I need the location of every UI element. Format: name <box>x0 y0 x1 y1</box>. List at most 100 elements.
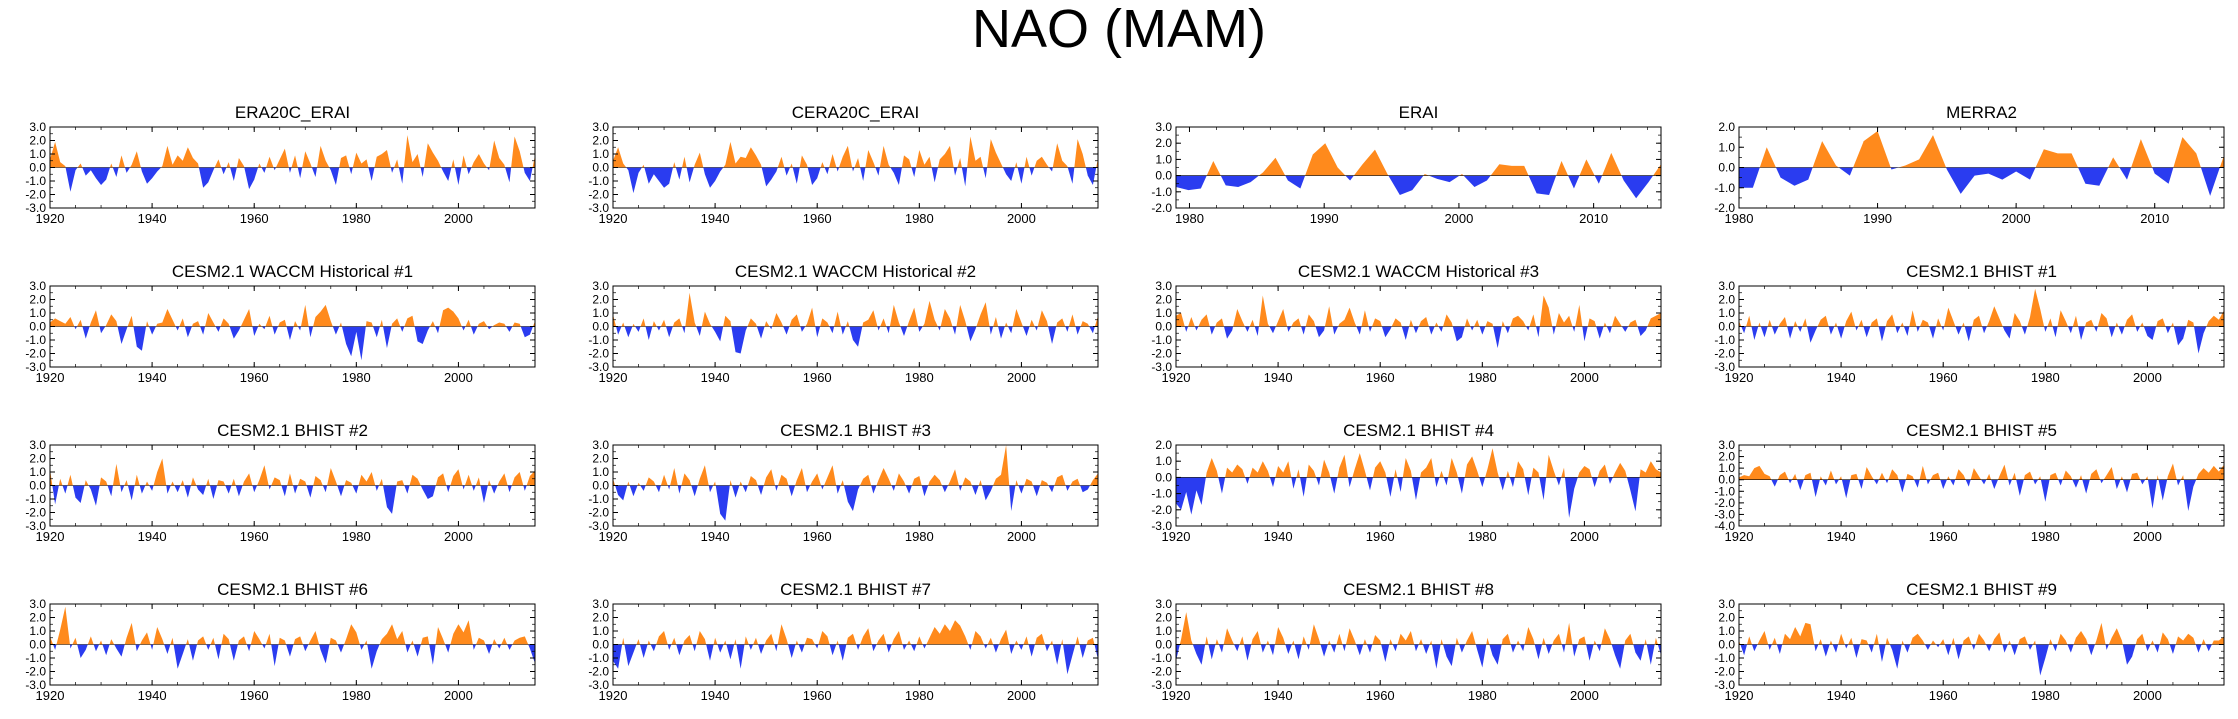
positive-area <box>622 637 625 645</box>
negative-area <box>1028 644 1035 657</box>
negative-area <box>1194 326 1199 331</box>
positive-area <box>1541 637 1546 645</box>
positive-area <box>1575 304 1583 327</box>
positive-area <box>1975 633 1986 645</box>
positive-area <box>1052 143 1068 168</box>
y-tick-label: -3.0 <box>1151 519 1172 533</box>
positive-area <box>1301 636 1307 645</box>
positive-area <box>404 315 415 327</box>
negative-area <box>2145 644 2151 652</box>
positive-area <box>713 481 716 486</box>
x-tick-label: 1960 <box>240 370 269 385</box>
positive-area <box>1565 622 1573 645</box>
positive-area <box>2211 636 2224 645</box>
negative-area <box>629 485 638 497</box>
y-tick-label: 2.0 <box>1718 120 1735 134</box>
positive-area <box>799 155 808 168</box>
negative-area <box>890 167 902 186</box>
y-tick-label: 3.0 <box>592 120 609 134</box>
negative-area <box>441 167 452 181</box>
positive-area <box>197 636 207 645</box>
negative-area <box>383 485 397 514</box>
negative-area <box>1752 644 1758 652</box>
negative-area <box>931 167 938 183</box>
positive-area <box>1628 319 1638 327</box>
positive-area <box>477 321 488 327</box>
negative-area <box>805 485 811 493</box>
positive-area <box>747 476 758 486</box>
positive-area <box>764 321 770 327</box>
negative-area <box>273 167 276 171</box>
positive-area <box>632 323 636 327</box>
y-tick-label: -3.0 <box>1714 507 1735 521</box>
positive-area <box>1919 319 1930 327</box>
positive-area <box>2079 475 2083 480</box>
positive-area <box>302 151 312 168</box>
positive-area <box>1274 626 1286 645</box>
positive-area <box>76 319 83 327</box>
positive-area <box>344 624 360 645</box>
negative-area <box>175 326 180 331</box>
positive-area <box>2103 466 2115 480</box>
positive-area <box>1389 639 1393 645</box>
y-tick-label: 0.0 <box>1155 638 1172 652</box>
negative-area <box>871 485 877 494</box>
positive-area <box>1434 322 1439 327</box>
negative-area <box>1018 485 1025 494</box>
positive-area <box>1327 640 1331 645</box>
negative-area <box>706 644 714 661</box>
positive-area <box>1485 448 1500 478</box>
negative-area <box>1941 326 1945 331</box>
negative-area <box>1510 644 1517 653</box>
positive-area <box>139 632 151 645</box>
negative-area <box>1414 644 1419 652</box>
positive-area <box>1291 640 1295 645</box>
negative-area <box>135 644 140 652</box>
y-tick-label: -1.0 <box>1714 181 1735 195</box>
negative-area <box>655 485 661 493</box>
positive-area <box>1639 461 1661 478</box>
positive-area <box>89 310 100 327</box>
panel-8: CESM2.1 BHIST #1 3.02.01.00.0-1.0-2.0-3.0… <box>1714 262 2225 385</box>
positive-area <box>1353 149 1389 176</box>
positive-area <box>621 322 625 327</box>
positive-area <box>2072 315 2079 327</box>
positive-area <box>1296 469 1301 478</box>
negative-area <box>2122 644 2136 665</box>
y-tick-label: -2.0 <box>1714 347 1735 361</box>
negative-area <box>1828 326 1835 335</box>
negative-area <box>1463 175 1491 187</box>
negative-area <box>1964 326 1973 342</box>
negative-area <box>414 326 430 345</box>
positive-area <box>660 474 668 486</box>
positive-area <box>1418 639 1423 645</box>
positive-area <box>1061 639 1064 645</box>
positive-area <box>1802 318 1808 327</box>
positive-area <box>723 315 732 327</box>
positive-area <box>501 637 508 645</box>
negative-area <box>272 326 279 335</box>
positive-area <box>327 467 338 486</box>
negative-area <box>1834 479 1839 485</box>
positive-area <box>170 481 175 486</box>
negative-area <box>189 644 198 661</box>
positive-area <box>672 162 676 168</box>
y-tick-label: -1.0 <box>1714 484 1735 498</box>
negative-area <box>1637 326 1648 336</box>
negative-area <box>1342 644 1346 652</box>
positive-area <box>865 149 876 168</box>
y-tick-label: 3.0 <box>1155 597 1172 611</box>
positive-area <box>105 314 118 327</box>
y-tick-label: 1.0 <box>29 624 46 638</box>
y-tick-label: -1.0 <box>588 492 609 506</box>
positive-area <box>744 636 749 645</box>
negative-area <box>2105 644 2109 650</box>
negative-area <box>981 485 994 501</box>
positive-area <box>278 637 287 645</box>
y-tick-label: 2.0 <box>1155 611 1172 625</box>
positive-area <box>891 631 903 645</box>
y-tick-label: 1.0 <box>1155 454 1172 468</box>
positive-area <box>1955 469 1966 480</box>
positive-area <box>795 467 806 486</box>
